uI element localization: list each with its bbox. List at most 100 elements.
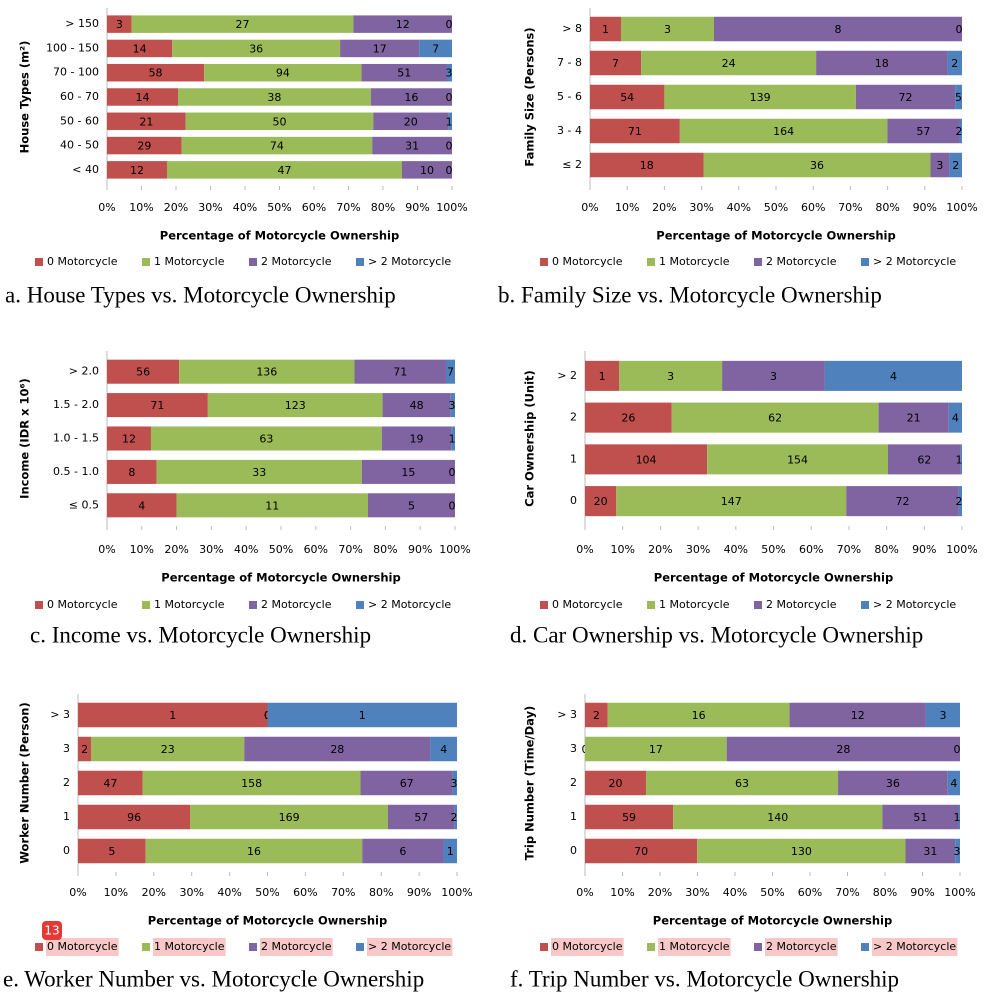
bar-segment bbox=[882, 804, 959, 830]
value-label: 71 bbox=[150, 399, 164, 412]
legend-item: 2 Motorcycle bbox=[754, 255, 837, 268]
y-tick-label: ≤ 2 bbox=[562, 158, 582, 171]
x-tick-label: 0% bbox=[576, 886, 593, 899]
legend-item: 2 Motorcycle bbox=[249, 938, 333, 956]
value-label: 23 bbox=[161, 743, 175, 756]
bar-segment bbox=[703, 152, 931, 178]
bar-segment bbox=[267, 702, 457, 728]
value-label: 12 bbox=[396, 18, 410, 31]
bar-segment bbox=[888, 444, 961, 475]
y-tick-label: 100 - 150 bbox=[46, 41, 99, 54]
x-tick-label: 50% bbox=[269, 543, 293, 556]
bar-segment bbox=[590, 16, 621, 42]
legend-swatch bbox=[35, 943, 43, 951]
x-tick-label: 30% bbox=[198, 201, 222, 214]
bar-segment bbox=[955, 838, 960, 864]
value-label: 0 bbox=[449, 466, 456, 479]
legend-item: 1 Motorcycle bbox=[142, 255, 225, 268]
value-label: 17 bbox=[649, 743, 663, 756]
value-label: 24 bbox=[722, 57, 736, 70]
legend-item: 0 Motorcycle bbox=[35, 255, 118, 268]
x-tick-label: 30% bbox=[179, 886, 203, 899]
legend-label: 0 Motorcycle bbox=[47, 255, 118, 268]
y-tick-label: > 3 bbox=[557, 708, 577, 721]
x-tick-label: 20% bbox=[164, 543, 188, 556]
bar-segment bbox=[372, 136, 452, 155]
legend-highlight bbox=[551, 938, 624, 956]
legend-swatch bbox=[647, 601, 655, 609]
bar-segment bbox=[673, 804, 883, 830]
legend-swatch bbox=[540, 258, 548, 266]
value-label: 62 bbox=[768, 412, 782, 425]
legend-label: > 2 Motorcycle bbox=[368, 940, 451, 953]
legend-item: 2 Motorcycle bbox=[249, 255, 332, 268]
legend-item: 1 Motorcycle bbox=[142, 598, 225, 611]
legend-swatch bbox=[142, 601, 150, 609]
legend-label: > 2 Motorcycle bbox=[873, 255, 956, 268]
bar-segment bbox=[360, 770, 453, 796]
bar-segment bbox=[949, 152, 962, 178]
y-axis-title: House Types (m²) bbox=[18, 41, 32, 154]
bar-segment bbox=[107, 393, 208, 418]
bar-segment bbox=[362, 838, 444, 864]
value-label: 3 bbox=[770, 370, 777, 383]
bar-segment bbox=[947, 770, 960, 796]
value-label: 72 bbox=[899, 91, 913, 104]
bar-segment bbox=[448, 112, 452, 131]
value-label: 130 bbox=[791, 845, 812, 858]
bar-segment bbox=[619, 360, 723, 391]
bar-segment bbox=[451, 426, 455, 451]
legend-label: 1 Motorcycle bbox=[659, 940, 730, 953]
legend-item: > 2 Motorcycle bbox=[861, 598, 956, 611]
x-axis-title: Percentage of Motorcycle Ownership bbox=[654, 571, 893, 585]
x-tick-label: 50% bbox=[761, 543, 785, 556]
bar-segment bbox=[714, 16, 962, 42]
value-label: 16 bbox=[692, 709, 706, 722]
value-label: 54 bbox=[620, 91, 634, 104]
value-label: 3 bbox=[446, 67, 453, 80]
x-tick-label: 40% bbox=[234, 543, 258, 556]
bar-segment bbox=[590, 152, 704, 178]
value-label: 16 bbox=[404, 91, 418, 104]
bar-segment bbox=[185, 112, 374, 131]
x-tick-label: 80% bbox=[371, 201, 395, 214]
bar-segment bbox=[207, 393, 383, 418]
x-tick-label: 20% bbox=[164, 201, 188, 214]
x-tick-label: 70% bbox=[835, 886, 859, 899]
x-tick-label: 70% bbox=[838, 201, 862, 214]
bar-segment bbox=[179, 359, 355, 384]
legend-item: > 2 Motorcycle bbox=[356, 938, 453, 956]
value-label: 12 bbox=[851, 709, 865, 722]
bar-segment bbox=[616, 486, 847, 517]
value-label: 3 bbox=[936, 159, 943, 172]
legend-swatch bbox=[861, 258, 869, 266]
value-label: 3 bbox=[116, 18, 123, 31]
value-label: 5 bbox=[108, 845, 115, 858]
bar-segment bbox=[107, 161, 167, 179]
x-tick-label: 10% bbox=[130, 543, 154, 556]
y-tick-label: 40 - 50 bbox=[60, 139, 99, 152]
value-label: 5 bbox=[408, 499, 415, 512]
x-tick-label: 80% bbox=[873, 886, 897, 899]
legend-label: 1 Motorcycle bbox=[154, 940, 225, 953]
y-tick-label: < 40 bbox=[72, 163, 99, 176]
x-tick-label: 50% bbox=[764, 201, 788, 214]
value-label: 14 bbox=[136, 91, 150, 104]
legend-swatch bbox=[356, 943, 364, 951]
bar-segment bbox=[955, 84, 962, 110]
legend-label: 2 Motorcycle bbox=[261, 255, 332, 268]
value-label: 147 bbox=[721, 495, 742, 508]
value-label: 4 bbox=[952, 412, 959, 425]
bar-segment bbox=[78, 838, 146, 864]
y-tick-label: > 8 bbox=[562, 22, 582, 35]
value-label: 27 bbox=[236, 18, 250, 31]
bar-segment bbox=[176, 493, 368, 518]
value-label: 14 bbox=[133, 42, 147, 55]
bar-segment bbox=[590, 84, 665, 110]
x-tick-label: 30% bbox=[689, 201, 713, 214]
legend-swatch bbox=[142, 943, 150, 951]
badge-label: 13 bbox=[44, 924, 59, 938]
bar-segment bbox=[878, 402, 949, 433]
x-tick-label: 50% bbox=[267, 201, 291, 214]
